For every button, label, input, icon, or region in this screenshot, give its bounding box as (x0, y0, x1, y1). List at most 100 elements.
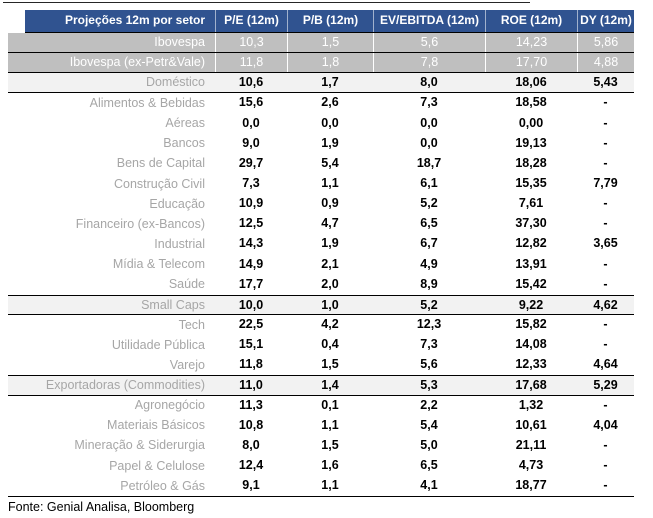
sector-label: Mineração & Siderurgia (74, 438, 205, 453)
cell-ev-ebitda: 5,6 (373, 33, 485, 53)
cell-roe: 4,73 (518, 457, 544, 472)
column-header-pb: P/B (12m) (287, 10, 373, 32)
table-row: Alimentos & Bebidas 15,6 2,6 7,3 18,58 - (8, 93, 634, 114)
sector-label: Agronegócio (134, 398, 205, 413)
cell-roe: 17,70 (485, 53, 577, 73)
sector-label: Varejo (169, 357, 205, 372)
cell-pb: 0,0 (321, 115, 339, 130)
cell-pb: 2,6 (321, 95, 339, 110)
cell-dy: - (603, 457, 608, 472)
cell-dy: 4,62 (593, 297, 618, 312)
cell-roe: 37,30 (515, 216, 547, 231)
cell-ev-ebitda: 8,0 (420, 75, 438, 90)
cell-pb: 4,7 (321, 216, 339, 231)
cell-pe: 9,0 (242, 135, 260, 150)
cell-pe: 22,5 (238, 316, 264, 331)
cell-dy: 5,43 (593, 75, 618, 90)
cell-ev-ebitda: 6,5 (420, 457, 438, 472)
cell-ev-ebitda: 4,9 (420, 256, 438, 271)
cell-pe: 11,8 (215, 53, 287, 73)
top-divider-line (3, 2, 530, 3)
cell-pb: 1,4 (321, 378, 339, 393)
source-note: Fonte: Genial Analisa, Bloomberg (8, 500, 195, 514)
cell-ev-ebitda: 2,2 (420, 397, 438, 412)
cell-dy: 4,04 (593, 417, 618, 432)
column-header-sector: Projeções 12m por setor (64, 13, 205, 27)
cell-roe: 18,58 (515, 95, 547, 110)
cell-pe: 11,0 (239, 378, 263, 393)
cell-pe: 8,0 (242, 437, 260, 452)
cell-ev-ebitda: 4,1 (420, 478, 438, 493)
sector-label: Materiais Básicos (107, 418, 205, 433)
sector-label: Doméstico (145, 75, 205, 90)
cell-ev-ebitda: 5,4 (420, 417, 438, 432)
cell-ev-ebitda: 5,2 (420, 297, 438, 312)
sector-label: Ibovespa (ex-Petr&Vale) (69, 55, 205, 70)
table-row: Financeiro (ex-Bancos) 12,5 4,7 6,5 37,3… (8, 214, 634, 235)
cell-dy: 5,86 (577, 33, 634, 53)
table-row: Mídia & Telecom 14,9 2,1 4,9 13,91 - (8, 254, 634, 275)
cell-dy: - (603, 478, 608, 493)
cell-roe: 15,82 (515, 316, 547, 331)
sector-label: Papel & Celulose (109, 458, 205, 473)
cell-ev-ebitda: 6,7 (420, 236, 438, 251)
table-row: Papel & Celulose 12,4 1,6 6,5 4,73 - (8, 455, 634, 477)
cell-pe: 14,3 (238, 236, 264, 251)
sector-label: Mídia & Telecom (112, 257, 205, 272)
cell-roe: 15,35 (515, 175, 547, 190)
sector-label: Tech (178, 317, 205, 332)
cell-roe: 14,23 (485, 33, 577, 53)
cell-pe: 12,4 (238, 457, 264, 472)
cell-pb: 1,6 (321, 457, 339, 472)
cell-pe: 15,1 (238, 337, 264, 352)
table-row: Exportadoras (Commodities) 11,0 1,4 5,3 … (8, 375, 634, 396)
cell-pb: 0,4 (321, 337, 339, 352)
cell-pb: 1,1 (321, 175, 339, 190)
table-row: Small Caps 10,0 1,0 5,2 9,22 4,62 (8, 294, 634, 315)
column-header-dy: DY (12m) (577, 10, 634, 32)
cell-pe: 11,3 (239, 397, 263, 412)
sector-label: Ibovespa (154, 35, 205, 50)
cell-pe: 7,3 (242, 175, 260, 190)
table-header-row: Projeções 12m por setor P/E (12m) P/B (1… (25, 10, 634, 33)
sector-label: Financeiro (ex-Bancos) (75, 216, 205, 231)
cell-ev-ebitda: 8,9 (420, 276, 438, 291)
cell-pb: 1,5 (321, 357, 339, 372)
cell-ev-ebitda: 0,0 (420, 115, 438, 130)
cell-pb: 1,5 (321, 437, 339, 452)
cell-pb: 1,0 (321, 297, 339, 312)
cell-roe: 1,32 (518, 397, 544, 412)
table-row: Bancos 9,0 1,9 0,0 19,13 - (8, 133, 634, 154)
sector-label: Bens de Capital (116, 156, 205, 171)
table-row: Educação 10,9 0,9 5,2 7,61 - (8, 194, 634, 215)
sector-label: Small Caps (141, 297, 205, 312)
cell-dy: - (603, 276, 608, 291)
cell-pe: 17,7 (238, 276, 264, 291)
cell-ev-ebitda: 7,8 (373, 53, 485, 73)
cell-ev-ebitda: 5,2 (420, 196, 438, 211)
cell-ev-ebitda: 0,0 (420, 135, 438, 150)
cell-dy: - (603, 337, 608, 352)
cell-pe: 12,5 (238, 216, 264, 231)
table-row: Ibovespa (ex-Petr&Vale) 11,8 1,8 7,8 17,… (8, 53, 634, 74)
cell-pb: 1,8 (287, 53, 373, 73)
table-row: Tech 22,5 4,2 12,3 15,82 - (8, 314, 634, 336)
cell-pb: 1,1 (321, 478, 339, 493)
cell-dy: 4,64 (593, 357, 618, 372)
cell-ev-ebitda: 6,5 (420, 216, 438, 231)
cell-pe: 9,1 (242, 478, 260, 493)
sector-label: Educação (149, 196, 205, 211)
table-row: Agronegócio 11,3 0,1 2,2 1,32 - (8, 395, 634, 416)
cell-pb: 1,5 (287, 33, 373, 53)
cell-pb: 2,0 (321, 276, 339, 291)
cell-roe: 10,61 (515, 417, 547, 432)
cell-roe: 19,13 (515, 135, 547, 150)
cell-ev-ebitda: 6,1 (420, 175, 438, 190)
cell-dy: - (603, 437, 608, 452)
cell-pe: 14,9 (238, 256, 264, 271)
cell-pb: 0,1 (321, 397, 339, 412)
cell-pb: 4,2 (321, 316, 339, 331)
cell-roe: 7,61 (518, 196, 544, 211)
cell-dy: - (603, 216, 608, 231)
